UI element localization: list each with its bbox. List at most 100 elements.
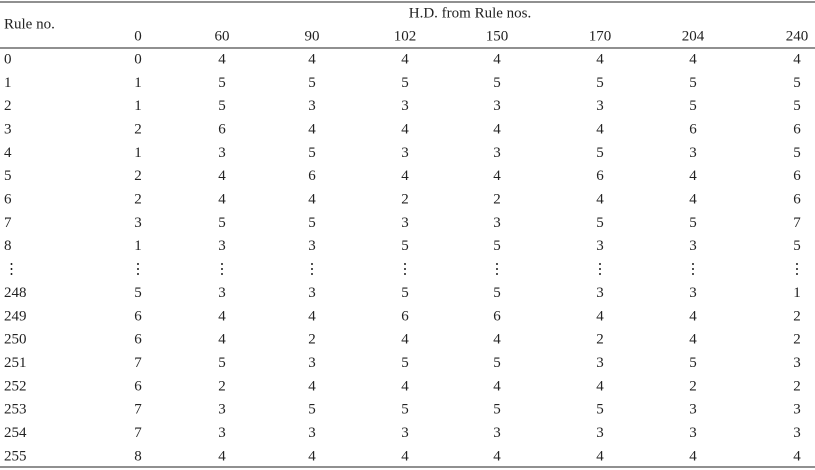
cell: 6 [134, 308, 142, 324]
cell: ⋮ [215, 262, 230, 278]
column-header: 0 [134, 28, 142, 44]
cell: 7 [134, 402, 142, 418]
cell: 5 [401, 285, 409, 301]
cell: ⋮ [305, 262, 320, 278]
rule-number: 253 [4, 402, 27, 418]
cell: 4 [218, 308, 226, 324]
cell: 6 [134, 332, 142, 348]
cell: 2 [493, 192, 501, 208]
cell: 5 [218, 355, 226, 371]
cell: 4 [596, 308, 604, 324]
cell: 4 [308, 448, 316, 464]
cell: 3 [308, 355, 316, 371]
cell: 5 [218, 98, 226, 114]
cell: 5 [493, 402, 501, 418]
cell: 5 [596, 215, 604, 231]
column-header: 170 [589, 28, 612, 44]
cell: 1 [134, 98, 142, 114]
cell: 5 [689, 75, 697, 91]
cell: 6 [689, 121, 697, 137]
cell: 3 [493, 98, 501, 114]
cell: 5 [218, 215, 226, 231]
cell: 6 [401, 308, 409, 324]
cell: 4 [308, 378, 316, 394]
cell: 3 [689, 145, 697, 161]
cell: 3 [596, 98, 604, 114]
cell: 6 [308, 168, 316, 184]
rule-number: 5 [4, 168, 12, 184]
cell: 3 [493, 425, 501, 441]
cell: ⋮ [490, 262, 505, 278]
cell: 2 [218, 378, 226, 394]
cell: 4 [689, 332, 697, 348]
cell: 3 [218, 402, 226, 418]
cell: 6 [793, 192, 801, 208]
cell: 4 [596, 51, 604, 67]
rule-number: 3 [4, 121, 12, 137]
rule-number: 251 [4, 355, 27, 371]
cell: 4 [493, 121, 501, 137]
rule-number: 1 [4, 75, 12, 91]
cell: 3 [218, 285, 226, 301]
rule-number: 250 [4, 332, 27, 348]
cell: 3 [218, 425, 226, 441]
cell: 4 [218, 448, 226, 464]
cell: 3 [134, 215, 142, 231]
rule-number: 254 [4, 425, 27, 441]
cell: 3 [218, 145, 226, 161]
cell: 4 [493, 332, 501, 348]
cell: 4 [308, 51, 316, 67]
cell: 3 [793, 355, 801, 371]
cell: 7 [134, 355, 142, 371]
column-header: 102 [394, 28, 417, 44]
cell: 4 [689, 448, 697, 464]
cell: 5 [689, 215, 697, 231]
cell: 3 [596, 238, 604, 254]
cell: 5 [493, 238, 501, 254]
cell: 2 [401, 192, 409, 208]
cell: 5 [793, 75, 801, 91]
cell: 2 [134, 121, 142, 137]
cell: 5 [493, 75, 501, 91]
cell: 4 [218, 332, 226, 348]
cell: 5 [793, 98, 801, 114]
cell: 1 [134, 145, 142, 161]
cell: 4 [493, 378, 501, 394]
cell: 1 [793, 285, 801, 301]
rule-number: 4 [4, 145, 12, 161]
cell: ⋮ [398, 262, 413, 278]
cell: 6 [218, 121, 226, 137]
cell: 4 [493, 168, 501, 184]
cell: 3 [793, 425, 801, 441]
cell: 4 [401, 378, 409, 394]
rule-number: 6 [4, 192, 12, 208]
cell: 5 [596, 75, 604, 91]
cell: 3 [308, 98, 316, 114]
column-header: 240 [786, 28, 809, 44]
rule-number: 252 [4, 378, 27, 394]
column-header: 60 [215, 28, 230, 44]
cell: 4 [308, 192, 316, 208]
cell: 2 [308, 332, 316, 348]
cell: 5 [689, 98, 697, 114]
cell: 4 [493, 51, 501, 67]
cell: 7 [793, 215, 801, 231]
cell: 5 [596, 145, 604, 161]
cell: 4 [401, 121, 409, 137]
cell: ⋮ [790, 262, 805, 278]
cell: ⋮ [686, 262, 701, 278]
cell: 4 [308, 121, 316, 137]
cell: 5 [308, 75, 316, 91]
cell: 2 [793, 332, 801, 348]
cell: 3 [218, 238, 226, 254]
cell: 3 [308, 285, 316, 301]
cell: 5 [134, 285, 142, 301]
cell: 3 [689, 425, 697, 441]
cell: 4 [401, 448, 409, 464]
rule-number: 2 [4, 98, 12, 114]
cell: 4 [596, 121, 604, 137]
cell: 3 [401, 145, 409, 161]
cell: 4 [218, 192, 226, 208]
cell: 4 [218, 51, 226, 67]
column-header: 204 [682, 28, 705, 44]
